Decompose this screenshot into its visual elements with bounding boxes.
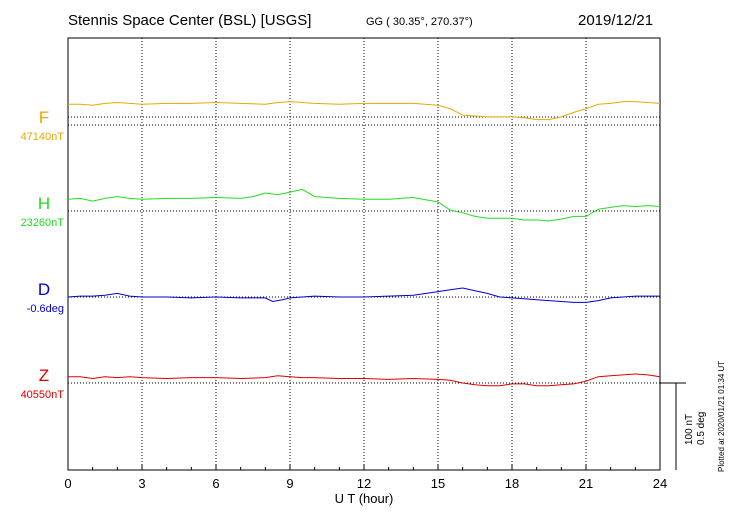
x-axis-label: U T (hour)	[335, 491, 394, 506]
station-title: Stennis Space Center (BSL) [USGS]	[68, 12, 312, 29]
x-tick-label: 18	[505, 476, 519, 491]
plotted-note: Plotted at 2020/01/21 01:34 UT	[717, 360, 726, 472]
x-tick-label: 0	[64, 476, 71, 491]
x-tick-label: 6	[212, 476, 219, 491]
series-line-z	[68, 373, 661, 387]
component-letter-d: D	[37, 280, 51, 299]
component-baseline-h: 23260nT	[20, 217, 64, 229]
date-label: 2019/12/21	[578, 12, 654, 29]
component-letter-z: Z	[38, 366, 50, 385]
scale-nt-label: 100 nT	[684, 413, 695, 445]
coordinates: GG ( 30.35°, 270.37°)	[366, 16, 473, 28]
x-tick-label: 24	[653, 476, 667, 491]
component-letter-f: F	[38, 108, 50, 127]
component-baseline-z: 40550nT	[20, 389, 64, 401]
series-line-f	[68, 101, 661, 121]
x-tick-label: 15	[431, 476, 445, 491]
component-baseline-f: 47140nT	[20, 131, 64, 143]
x-tick-label: 12	[357, 476, 371, 491]
component-baseline-d: -0.6deg	[26, 303, 64, 315]
series-lines	[67, 101, 661, 387]
series-line-h	[67, 188, 661, 222]
grid-lines	[68, 38, 660, 470]
series-line-d	[67, 287, 660, 303]
scale-deg-label: 0.5 deg	[696, 411, 707, 445]
x-tick-label: 21	[579, 476, 593, 491]
component-letter-h: H	[37, 194, 51, 213]
x-ticks: 0 3 6 9 12 15 18 21 24	[64, 465, 667, 491]
x-tick-label: 3	[138, 476, 145, 491]
scale-bar	[660, 382, 686, 470]
x-tick-label: 9	[286, 476, 293, 491]
